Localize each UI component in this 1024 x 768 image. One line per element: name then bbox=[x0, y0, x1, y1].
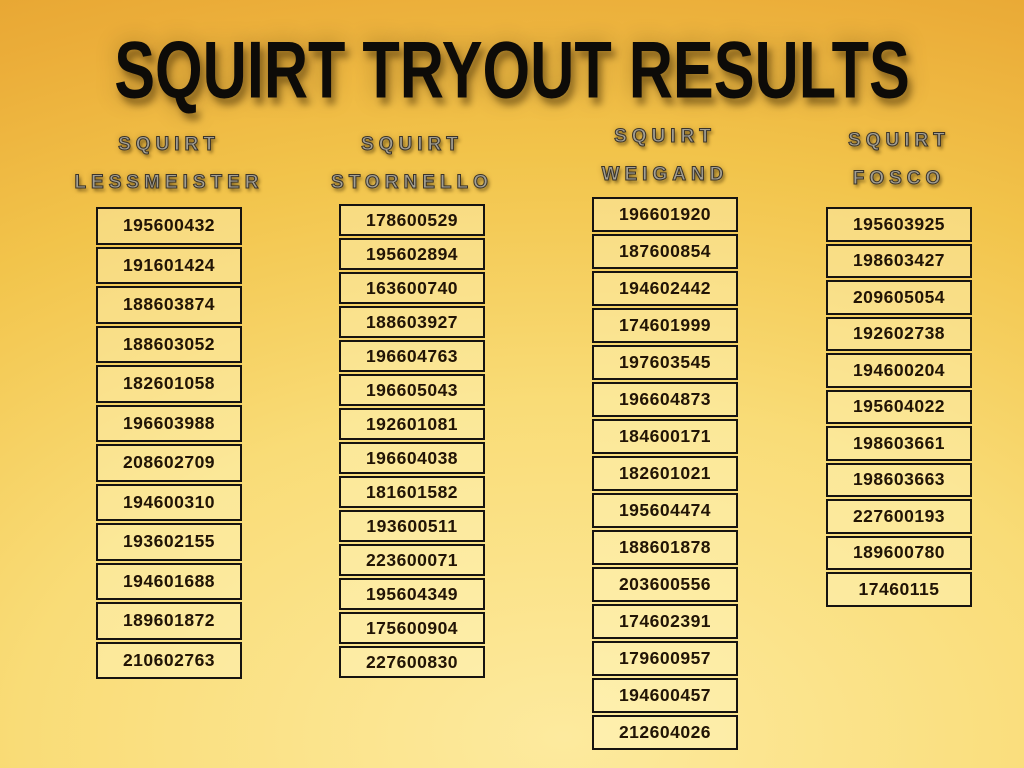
result-cell: 194600204 bbox=[826, 353, 972, 388]
result-cell: 182601058 bbox=[96, 365, 242, 403]
column-stornello: SQUIRT STORNELLO 178600529 195602894 16360… bbox=[312, 126, 512, 678]
result-cell: 223600071 bbox=[339, 544, 485, 576]
result-cell: 193600511 bbox=[339, 510, 485, 542]
result-cell: 194600457 bbox=[592, 678, 738, 713]
column-header-fosco: SQUIRT FOSCO bbox=[799, 122, 999, 198]
result-cell: 195603925 bbox=[826, 207, 972, 242]
result-cell: 195604022 bbox=[826, 389, 972, 424]
result-cell: 194600310 bbox=[96, 483, 242, 521]
result-cell: 227600830 bbox=[339, 646, 485, 678]
result-cell: 184600171 bbox=[592, 419, 738, 454]
result-cell: 174602391 bbox=[592, 604, 738, 639]
result-cell: 187600854 bbox=[592, 234, 738, 269]
result-cell: 174601999 bbox=[592, 308, 738, 343]
column-header-name: WEIGAND bbox=[601, 164, 729, 186]
page-title-container: SQUIRT TRYOUT RESULTS bbox=[0, 24, 1024, 115]
column-header-name: LESSMEISTER bbox=[74, 172, 264, 194]
result-cell: 197603545 bbox=[592, 345, 738, 380]
result-cell: 195604474 bbox=[592, 493, 738, 528]
result-cell: 192601081 bbox=[339, 408, 485, 440]
result-cell: 210602763 bbox=[96, 641, 242, 679]
result-cell: 198603427 bbox=[826, 243, 972, 278]
result-cell: 196601920 bbox=[592, 197, 738, 232]
result-cell: 178600529 bbox=[339, 204, 485, 236]
column-weigand: SQUIRT WEIGAND 196601920 187600854 1946024… bbox=[565, 118, 765, 750]
result-cell: 163600740 bbox=[339, 272, 485, 304]
column-header-stornello: SQUIRT STORNELLO bbox=[312, 126, 512, 202]
column-fosco: SQUIRT FOSCO 195603925 198603427 209605054… bbox=[799, 122, 999, 607]
column-header-name: STORNELLO bbox=[331, 172, 493, 194]
result-cell: 192602738 bbox=[826, 316, 972, 351]
result-cell: 227600193 bbox=[826, 499, 972, 534]
column-header-name: FOSCO bbox=[852, 168, 946, 190]
result-cell: 193602155 bbox=[96, 523, 242, 561]
result-cell: 196604873 bbox=[592, 382, 738, 417]
result-cell: 195604349 bbox=[339, 578, 485, 610]
column-header-group: SQUIRT bbox=[118, 134, 220, 156]
result-cell: 182601021 bbox=[592, 456, 738, 491]
result-cell: 188603927 bbox=[339, 306, 485, 338]
result-cell: 175600904 bbox=[339, 612, 485, 644]
results-table-lessmeister: 195600432 191601424 188603874 188603052 1826… bbox=[96, 207, 242, 679]
result-cell: 191601424 bbox=[96, 246, 242, 284]
result-cell: 196604763 bbox=[339, 340, 485, 372]
result-cell: 195602894 bbox=[339, 238, 485, 270]
column-header-group: SQUIRT bbox=[361, 134, 463, 156]
result-cell: 188603874 bbox=[96, 286, 242, 324]
result-cell: 194601688 bbox=[96, 562, 242, 600]
result-cell: 194602442 bbox=[592, 271, 738, 306]
page-title: SQUIRT TRYOUT RESULTS bbox=[114, 25, 910, 116]
result-cell: 188603052 bbox=[96, 325, 242, 363]
result-cell: 203600556 bbox=[592, 567, 738, 602]
results-table-weigand: 196601920 187600854 194602442 174601999 1976… bbox=[592, 197, 738, 750]
result-cell: 179600957 bbox=[592, 641, 738, 676]
result-cell: 188601878 bbox=[592, 530, 738, 565]
result-cell: 189601872 bbox=[96, 602, 242, 640]
result-cell: 17460115 bbox=[826, 572, 972, 607]
column-lessmeister: SQUIRT LESSMEISTER 195600432 191601424 188… bbox=[69, 126, 269, 679]
result-cell: 196605043 bbox=[339, 374, 485, 406]
column-header-group: SQUIRT bbox=[848, 130, 950, 152]
result-cell: 198603661 bbox=[826, 426, 972, 461]
result-cell: 208602709 bbox=[96, 444, 242, 482]
result-cell: 196604038 bbox=[339, 442, 485, 474]
result-cell: 212604026 bbox=[592, 715, 738, 750]
result-cell: 198603663 bbox=[826, 462, 972, 497]
column-header-group: SQUIRT bbox=[614, 126, 716, 148]
result-cell: 195600432 bbox=[96, 207, 242, 245]
results-table-fosco: 195603925 198603427 209605054 192602738 1946… bbox=[826, 207, 972, 607]
result-cell: 181601582 bbox=[339, 476, 485, 508]
results-table-stornello: 178600529 195602894 163600740 188603927 1966… bbox=[339, 204, 485, 678]
column-header-weigand: SQUIRT WEIGAND bbox=[565, 118, 765, 194]
column-header-lessmeister: SQUIRT LESSMEISTER bbox=[69, 126, 269, 202]
result-cell: 189600780 bbox=[826, 535, 972, 570]
result-cell: 209605054 bbox=[826, 280, 972, 315]
result-cell: 196603988 bbox=[96, 404, 242, 442]
